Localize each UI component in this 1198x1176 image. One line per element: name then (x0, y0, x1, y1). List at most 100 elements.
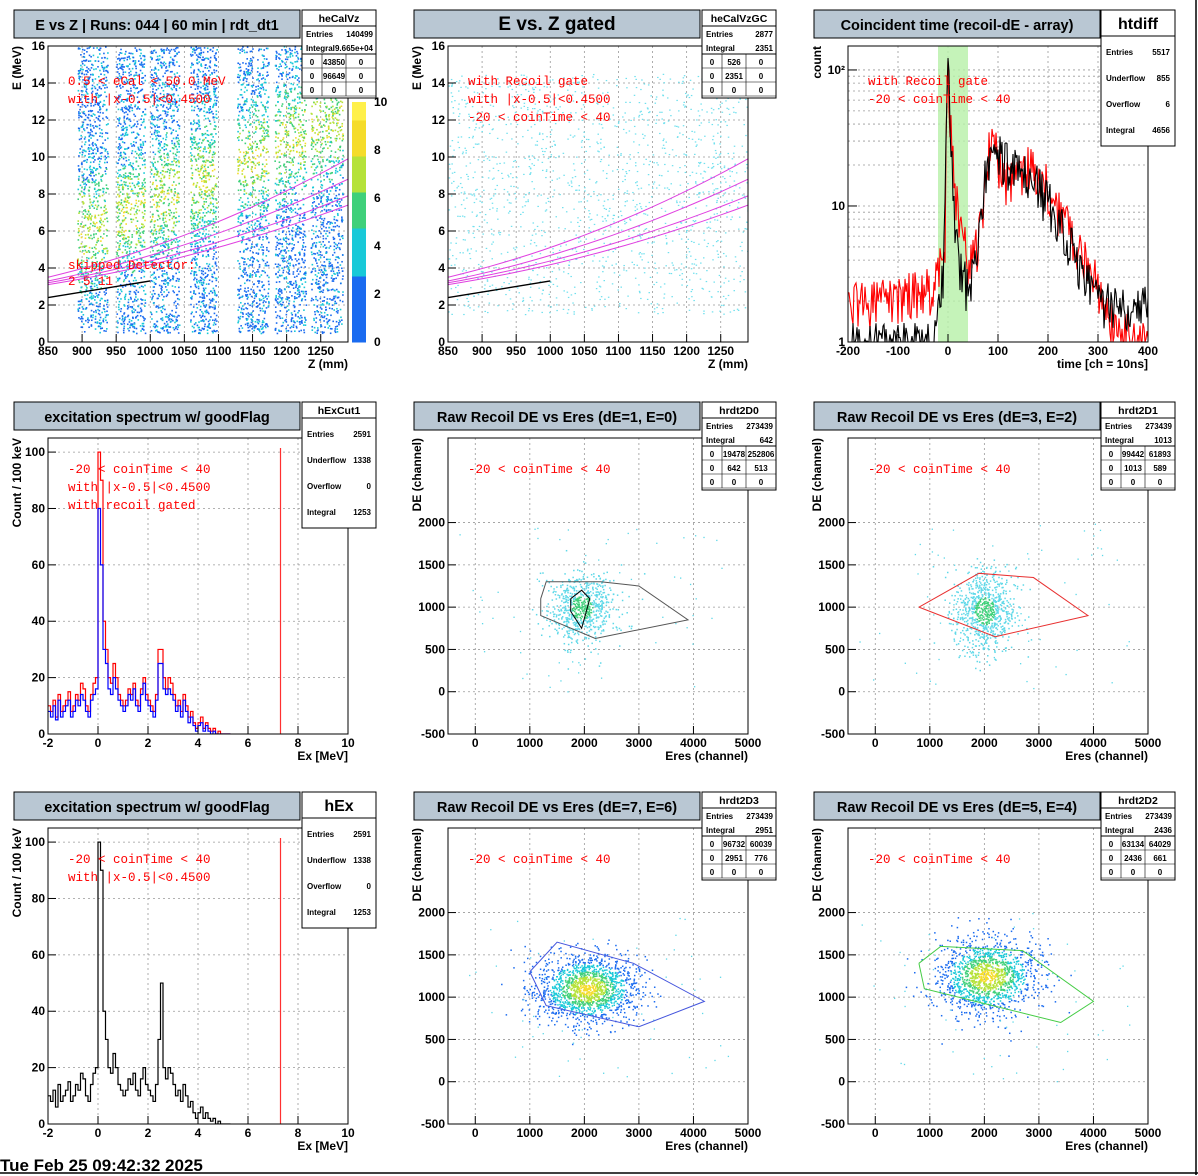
data-point (244, 258, 246, 260)
data-point (216, 202, 218, 204)
data-point (164, 161, 166, 163)
data-point (297, 79, 299, 81)
data-point (157, 56, 159, 58)
data-point (154, 167, 156, 169)
data-point (191, 64, 193, 66)
data-point (246, 101, 248, 103)
data-point (127, 185, 129, 187)
data-point (252, 48, 254, 50)
data-point (166, 122, 168, 124)
data-point (176, 319, 178, 321)
data-point (94, 143, 96, 145)
data-point (266, 75, 268, 77)
data-point (265, 255, 267, 257)
data-point (213, 206, 215, 208)
data-point (304, 318, 306, 320)
data-point (162, 219, 164, 221)
data-point (99, 161, 101, 163)
data-point (194, 156, 196, 158)
data-point (258, 148, 260, 150)
data-point (198, 121, 200, 123)
data-point (86, 178, 88, 180)
data-point (275, 249, 277, 251)
data-point (305, 104, 307, 106)
data-point (286, 66, 288, 68)
data-point (201, 270, 203, 272)
data-point (158, 294, 160, 296)
data-point (159, 55, 161, 57)
data-point (135, 142, 137, 144)
data-point (198, 301, 200, 303)
data-point (198, 321, 200, 323)
data-point (137, 291, 139, 293)
data-point (190, 243, 192, 245)
data-point (153, 326, 155, 328)
data-point (204, 222, 206, 224)
data-point (142, 72, 144, 74)
data-point (192, 144, 194, 146)
data-point (144, 213, 146, 215)
data-point (151, 219, 153, 221)
data-point (305, 156, 307, 158)
data-point (208, 323, 210, 325)
data-point (239, 52, 241, 54)
data-point (122, 286, 124, 288)
data-point (246, 313, 248, 315)
data-point (238, 81, 240, 83)
data-point (281, 243, 283, 245)
data-point (128, 330, 130, 332)
data-point (193, 49, 195, 51)
data-point (78, 115, 80, 117)
data-point (302, 156, 304, 158)
data-point (120, 311, 122, 313)
data-point (196, 160, 198, 162)
data-point (191, 110, 193, 112)
data-point (252, 234, 254, 236)
data-point (298, 331, 300, 333)
data-point (266, 148, 268, 150)
data-point (96, 168, 98, 170)
data-point (278, 239, 280, 241)
data-point (161, 294, 163, 296)
data-point (299, 323, 301, 325)
data-point (131, 166, 133, 168)
data-point (246, 249, 248, 251)
data-point (96, 295, 98, 297)
data-point (263, 65, 265, 67)
data-point (266, 58, 268, 60)
data-point (136, 250, 138, 252)
data-point (238, 115, 240, 117)
data-point (168, 282, 170, 284)
data-point (282, 124, 284, 126)
data-point (99, 108, 101, 110)
data-point (237, 221, 239, 223)
data-point (162, 319, 164, 321)
data-point (205, 133, 207, 135)
data-point (171, 143, 173, 145)
data-point (283, 137, 285, 139)
data-point (258, 280, 260, 282)
data-point (195, 235, 197, 237)
data-point (248, 157, 250, 159)
data-point (246, 217, 248, 219)
data-point (198, 47, 200, 49)
data-point (123, 207, 125, 209)
data-point (268, 251, 270, 253)
data-point (197, 216, 199, 218)
data-point (132, 323, 134, 325)
data-point (124, 116, 126, 118)
data-point (240, 302, 242, 304)
data-point (195, 141, 197, 143)
data-point (214, 92, 216, 94)
data-point (294, 276, 296, 278)
data-point (190, 47, 192, 49)
data-point (128, 177, 130, 179)
data-point (133, 114, 135, 116)
data-point (124, 177, 126, 179)
data-point (133, 331, 135, 333)
data-point (192, 218, 194, 220)
data-point (137, 176, 139, 178)
data-point (160, 225, 162, 227)
data-point (79, 148, 81, 150)
data-point (123, 181, 125, 183)
